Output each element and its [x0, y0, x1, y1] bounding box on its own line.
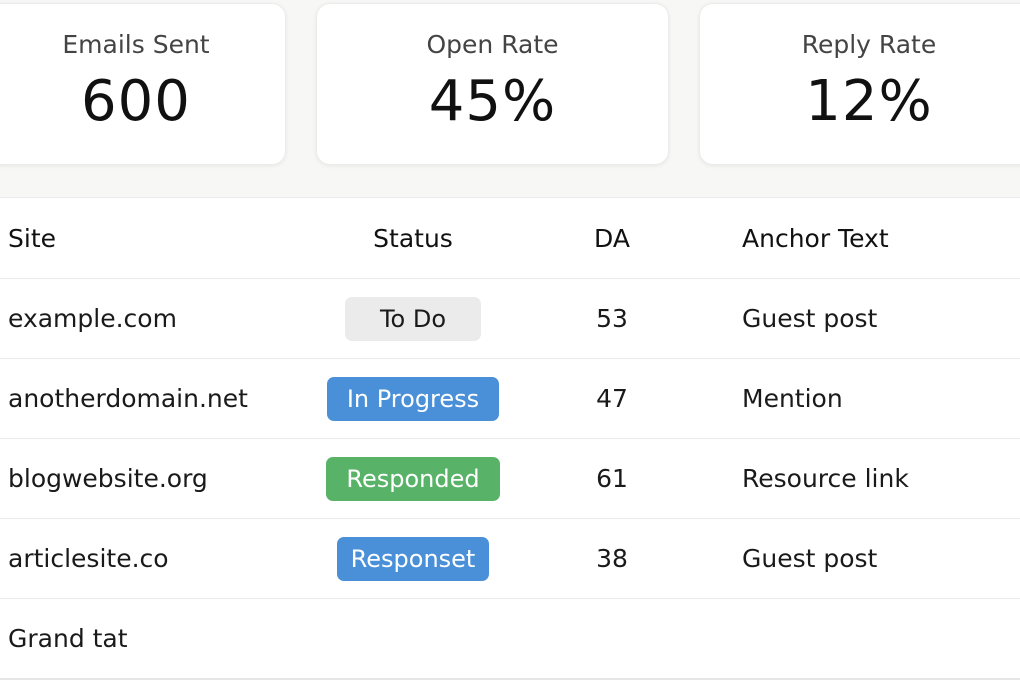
- table-row[interactable]: example.com To Do 53 Guest post: [0, 278, 1020, 359]
- status-badge[interactable]: Responset: [336, 536, 490, 581]
- status-cell: Responset: [300, 518, 526, 599]
- table-row[interactable]: blogwebsite.org Responded 61 Resource li…: [0, 438, 1020, 519]
- status-cell: Responded: [300, 438, 526, 519]
- anchor-text-cell: Resource link: [698, 438, 1020, 519]
- column-header-site[interactable]: Site: [0, 198, 300, 279]
- status-cell: To Do: [300, 278, 526, 359]
- table-row[interactable]: articlesite.co Responset 38 Guest post: [0, 518, 1020, 599]
- emails-sent-label: Emails Sent: [62, 30, 210, 59]
- status-badge[interactable]: Responded: [326, 456, 500, 501]
- stats-panel: Emails Sent 600 Open Rate 45% Reply Rate…: [0, 0, 1020, 185]
- da-cell: 38: [526, 518, 698, 599]
- reply-rate-value: 12%: [805, 69, 933, 134]
- table-header-row: Site Status DA Anchor Text: [0, 198, 1020, 279]
- da-cell: 47: [526, 358, 698, 439]
- outreach-table: Site Status DA Anchor Text example.com T…: [0, 198, 1020, 680]
- status-badge[interactable]: In Progress: [326, 376, 500, 421]
- da-cell: 61: [526, 438, 698, 519]
- emails-sent-card: Emails Sent 600: [0, 3, 286, 165]
- da-cell: 53: [526, 278, 698, 359]
- column-header-da[interactable]: DA: [526, 198, 698, 279]
- grand-total-label: Grand tat: [0, 598, 300, 680]
- reply-rate-label: Reply Rate: [801, 30, 937, 59]
- site-cell: blogwebsite.org: [0, 438, 300, 519]
- site-cell: anotherdomain.net: [0, 358, 300, 439]
- site-cell: example.com: [0, 278, 300, 359]
- anchor-text-cell: Guest post: [698, 518, 1020, 599]
- column-header-anchor-text[interactable]: Anchor Text: [698, 198, 1020, 279]
- emails-sent-value: 600: [81, 69, 191, 134]
- open-rate-card: Open Rate 45%: [316, 3, 669, 165]
- open-rate-value: 45%: [428, 69, 557, 134]
- reply-rate-card: Reply Rate 12%: [699, 3, 1020, 165]
- open-rate-label: Open Rate: [426, 30, 559, 59]
- anchor-text-cell: Guest post: [698, 278, 1020, 359]
- column-header-status[interactable]: Status: [300, 198, 526, 279]
- status-badge[interactable]: To Do: [344, 296, 482, 341]
- site-cell: articlesite.co: [0, 518, 300, 599]
- outreach-table-panel: Site Status DA Anchor Text example.com T…: [0, 197, 1020, 680]
- table-row[interactable]: anotherdomain.net In Progress 47 Mention: [0, 358, 1020, 439]
- anchor-text-cell: Mention: [698, 358, 1020, 439]
- status-cell: In Progress: [300, 358, 526, 439]
- grand-total-row: Grand tat: [0, 598, 1020, 680]
